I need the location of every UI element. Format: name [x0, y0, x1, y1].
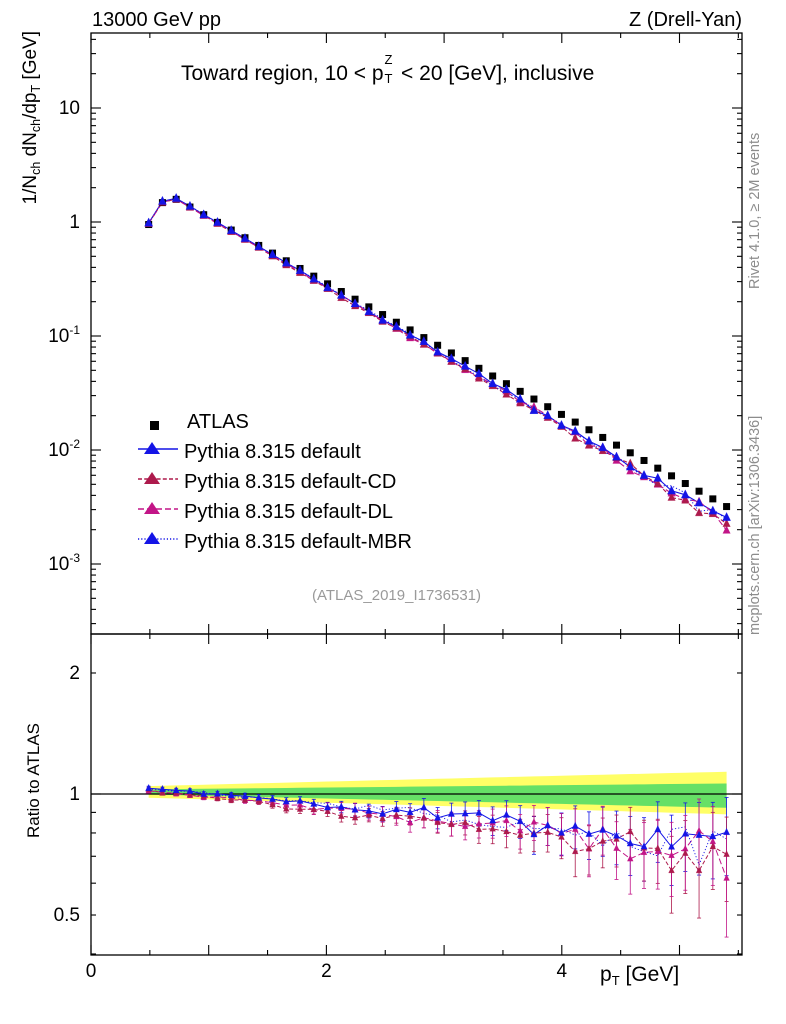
svg-text:2: 2 — [69, 663, 80, 684]
svg-text:10: 10 — [59, 98, 80, 119]
svg-text:4: 4 — [557, 961, 568, 982]
svg-text:0.5: 0.5 — [54, 905, 80, 926]
svg-text:0: 0 — [86, 961, 97, 982]
svg-text:2: 2 — [321, 961, 332, 982]
svg-text:1: 1 — [69, 212, 80, 233]
svg-text:1: 1 — [69, 784, 80, 805]
